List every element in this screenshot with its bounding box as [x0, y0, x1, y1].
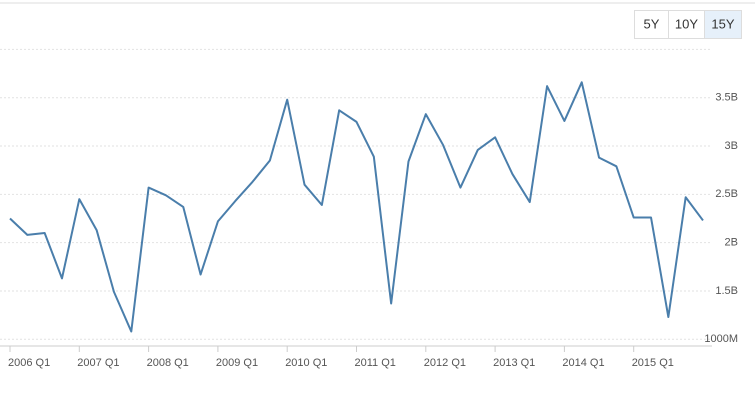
y-tick-label: 2.5B: [715, 188, 738, 200]
data-line: [9, 81, 704, 333]
x-tick-label: 2012 Q1: [424, 357, 466, 369]
y-tick-label: 3.5B: [715, 92, 738, 104]
x-tick-label: 2010 Q1: [285, 357, 327, 369]
range-button-label[interactable]: 15Y: [711, 16, 734, 31]
x-tick-label: 2007 Q1: [77, 357, 119, 369]
x-tick-label: 2011 Q1: [355, 357, 396, 369]
range-button-label[interactable]: 5Y: [644, 16, 660, 31]
y-tick-label: 1.5B: [715, 285, 738, 297]
y-tick-label: 3B: [725, 140, 738, 152]
range-buttons: 5Y 10Y 15Y: [634, 10, 742, 39]
y-tick-label: 1000M: [704, 333, 738, 345]
x-tick-label: 2006 Q1: [8, 357, 50, 369]
range-button-label[interactable]: 10Y: [675, 16, 698, 31]
x-tick-label: 2015 Q1: [632, 357, 674, 369]
x-tick-label: 2013 Q1: [493, 357, 535, 369]
x-tick-label: 2009 Q1: [216, 357, 258, 369]
range-button[interactable]: [704, 10, 742, 39]
y-tick-label: 2B: [725, 237, 738, 249]
x-tick-label: 2014 Q1: [562, 357, 604, 369]
x-tick-label: 2008 Q1: [147, 357, 189, 369]
